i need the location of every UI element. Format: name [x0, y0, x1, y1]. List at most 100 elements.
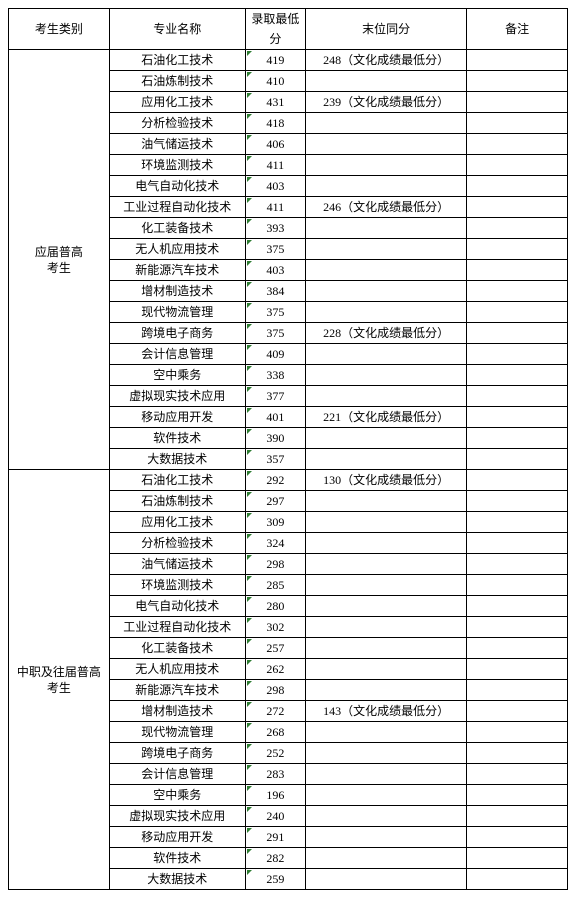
score-cell: 390 [245, 428, 305, 449]
score-cell: 240 [245, 806, 305, 827]
major-cell: 石油化工技术 [109, 50, 245, 71]
tie-cell [306, 659, 467, 680]
tie-cell [306, 449, 467, 470]
tie-cell [306, 218, 467, 239]
major-cell: 移动应用开发 [109, 407, 245, 428]
note-cell [467, 806, 568, 827]
tie-cell [306, 869, 467, 890]
major-cell: 增材制造技术 [109, 281, 245, 302]
note-cell [467, 323, 568, 344]
tie-cell [306, 239, 467, 260]
major-cell: 空中乘务 [109, 785, 245, 806]
note-cell [467, 869, 568, 890]
score-cell: 401 [245, 407, 305, 428]
tie-cell: 228（文化成绩最低分） [306, 323, 467, 344]
tie-cell [306, 428, 467, 449]
tie-cell [306, 785, 467, 806]
score-cell: 196 [245, 785, 305, 806]
tie-cell [306, 155, 467, 176]
score-cell: 431 [245, 92, 305, 113]
col-header-major: 专业名称 [109, 9, 245, 50]
major-cell: 化工装备技术 [109, 638, 245, 659]
major-cell: 无人机应用技术 [109, 239, 245, 260]
tie-cell [306, 344, 467, 365]
score-cell: 324 [245, 533, 305, 554]
note-cell [467, 113, 568, 134]
col-header-category: 考生类别 [9, 9, 110, 50]
note-cell [467, 596, 568, 617]
score-cell: 285 [245, 575, 305, 596]
tie-cell [306, 596, 467, 617]
note-cell [467, 71, 568, 92]
note-cell [467, 365, 568, 386]
tie-cell [306, 827, 467, 848]
note-cell [467, 344, 568, 365]
major-cell: 软件技术 [109, 848, 245, 869]
tie-cell [306, 260, 467, 281]
tie-cell [306, 554, 467, 575]
major-cell: 空中乘务 [109, 365, 245, 386]
table-body: 应届普高考生石油化工技术419248（文化成绩最低分）石油炼制技术410应用化工… [9, 50, 568, 890]
note-cell [467, 218, 568, 239]
tie-cell [306, 575, 467, 596]
col-header-note: 备注 [467, 9, 568, 50]
table-row: 中职及往届普高考生石油化工技术292130（文化成绩最低分） [9, 470, 568, 491]
major-cell: 会计信息管理 [109, 764, 245, 785]
major-cell: 移动应用开发 [109, 827, 245, 848]
major-cell: 虚拟现实技术应用 [109, 806, 245, 827]
note-cell [467, 533, 568, 554]
major-cell: 大数据技术 [109, 869, 245, 890]
score-cell: 292 [245, 470, 305, 491]
score-cell: 280 [245, 596, 305, 617]
score-cell: 410 [245, 71, 305, 92]
tie-cell [306, 743, 467, 764]
score-cell: 338 [245, 365, 305, 386]
tie-cell [306, 365, 467, 386]
major-cell: 新能源汽车技术 [109, 260, 245, 281]
note-cell [467, 827, 568, 848]
score-cell: 411 [245, 197, 305, 218]
col-header-score: 录取最低分 [245, 9, 305, 50]
tie-cell [306, 176, 467, 197]
score-cell: 297 [245, 491, 305, 512]
note-cell [467, 848, 568, 869]
major-cell: 软件技术 [109, 428, 245, 449]
major-cell: 现代物流管理 [109, 722, 245, 743]
tie-cell [306, 638, 467, 659]
note-cell [467, 470, 568, 491]
score-cell: 257 [245, 638, 305, 659]
score-cell: 298 [245, 680, 305, 701]
tie-cell [306, 386, 467, 407]
tie-cell: 246（文化成绩最低分） [306, 197, 467, 218]
note-cell [467, 617, 568, 638]
major-cell: 现代物流管理 [109, 302, 245, 323]
note-cell [467, 386, 568, 407]
note-cell [467, 659, 568, 680]
major-cell: 分析检验技术 [109, 113, 245, 134]
note-cell [467, 764, 568, 785]
col-header-tie: 末位同分 [306, 9, 467, 50]
score-cell: 272 [245, 701, 305, 722]
tie-cell [306, 764, 467, 785]
major-cell: 工业过程自动化技术 [109, 197, 245, 218]
note-cell [467, 701, 568, 722]
score-cell: 375 [245, 323, 305, 344]
major-cell: 环境监测技术 [109, 575, 245, 596]
note-cell [467, 491, 568, 512]
score-cell: 419 [245, 50, 305, 71]
tie-cell [306, 302, 467, 323]
score-cell: 259 [245, 869, 305, 890]
score-cell: 309 [245, 512, 305, 533]
note-cell [467, 785, 568, 806]
note-cell [467, 428, 568, 449]
tie-cell: 130（文化成绩最低分） [306, 470, 467, 491]
major-cell: 无人机应用技术 [109, 659, 245, 680]
tie-cell [306, 281, 467, 302]
score-cell: 403 [245, 176, 305, 197]
major-cell: 油气储运技术 [109, 134, 245, 155]
tie-cell [306, 134, 467, 155]
major-cell: 应用化工技术 [109, 92, 245, 113]
score-cell: 252 [245, 743, 305, 764]
tie-cell: 248（文化成绩最低分） [306, 50, 467, 71]
major-cell: 应用化工技术 [109, 512, 245, 533]
